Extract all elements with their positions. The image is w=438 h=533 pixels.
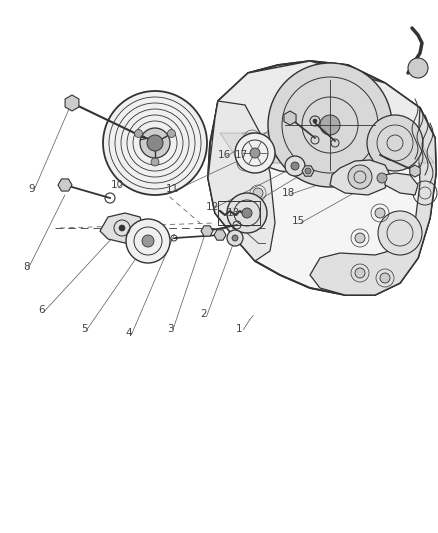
Text: 18: 18 [282, 188, 295, 198]
Circle shape [235, 133, 275, 173]
Polygon shape [208, 101, 275, 261]
Circle shape [250, 148, 260, 158]
Polygon shape [352, 133, 412, 163]
Polygon shape [385, 173, 418, 195]
Circle shape [313, 119, 317, 123]
Circle shape [291, 162, 299, 170]
Text: 11: 11 [166, 184, 179, 194]
Circle shape [285, 156, 305, 176]
Polygon shape [242, 133, 302, 163]
Polygon shape [58, 179, 72, 191]
Polygon shape [220, 133, 280, 163]
Circle shape [355, 233, 365, 243]
Circle shape [227, 230, 243, 246]
Polygon shape [308, 133, 368, 163]
Polygon shape [286, 133, 346, 163]
Circle shape [126, 219, 170, 263]
Circle shape [242, 208, 252, 218]
Circle shape [375, 208, 385, 218]
Text: 9: 9 [28, 184, 35, 194]
Circle shape [378, 211, 422, 255]
Text: 15: 15 [292, 216, 305, 226]
Polygon shape [302, 166, 314, 176]
Text: 5: 5 [81, 325, 88, 334]
Polygon shape [65, 95, 79, 111]
Circle shape [377, 173, 387, 183]
Polygon shape [284, 111, 296, 125]
Text: 12: 12 [205, 202, 219, 212]
Circle shape [142, 235, 154, 247]
Circle shape [380, 273, 390, 283]
Polygon shape [100, 213, 145, 243]
Text: 4: 4 [126, 328, 133, 338]
Circle shape [227, 193, 267, 233]
Polygon shape [208, 61, 436, 295]
Text: 13: 13 [227, 208, 240, 218]
Circle shape [232, 235, 238, 241]
Text: 10: 10 [111, 181, 124, 190]
Circle shape [245, 218, 255, 228]
Circle shape [408, 58, 428, 78]
Polygon shape [330, 133, 390, 163]
Circle shape [119, 225, 125, 231]
Circle shape [151, 158, 159, 166]
Circle shape [268, 63, 392, 187]
Polygon shape [201, 226, 213, 236]
Circle shape [367, 115, 423, 171]
Polygon shape [310, 108, 436, 295]
Text: 17: 17 [235, 150, 248, 159]
Polygon shape [410, 165, 420, 177]
Circle shape [240, 158, 250, 168]
Circle shape [103, 91, 207, 195]
Circle shape [320, 115, 340, 135]
Circle shape [355, 268, 365, 278]
Text: 16: 16 [218, 150, 231, 159]
Circle shape [348, 165, 372, 189]
Circle shape [305, 168, 311, 174]
Circle shape [167, 130, 176, 138]
Circle shape [247, 133, 257, 143]
Circle shape [134, 130, 142, 138]
Polygon shape [214, 230, 226, 240]
Circle shape [253, 188, 263, 198]
Polygon shape [215, 61, 435, 175]
Circle shape [147, 135, 163, 151]
Text: 1: 1 [235, 325, 242, 334]
Text: 3: 3 [167, 325, 174, 334]
Circle shape [140, 128, 170, 158]
Polygon shape [264, 133, 324, 163]
Text: 6: 6 [38, 305, 45, 315]
Text: 8: 8 [23, 262, 30, 271]
Text: 2: 2 [200, 310, 207, 319]
Polygon shape [330, 160, 390, 195]
Polygon shape [374, 133, 434, 163]
